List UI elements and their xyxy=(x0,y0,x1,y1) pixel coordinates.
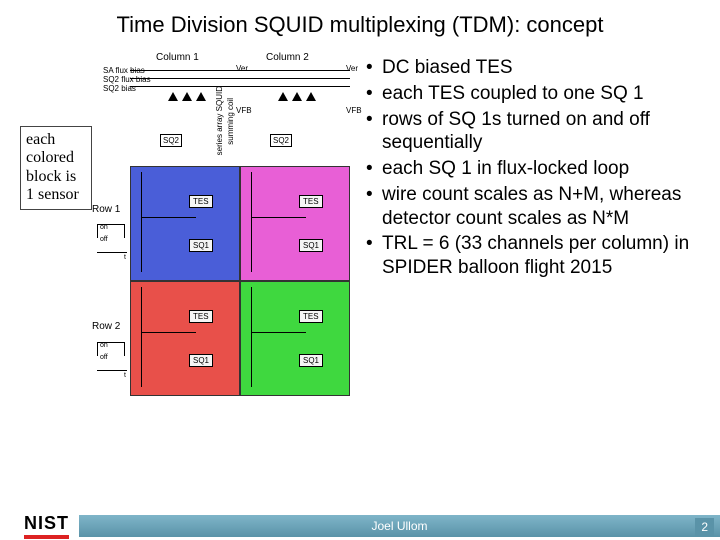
sq2-box-2: SQ2 xyxy=(270,134,292,147)
author-name: Joel Ullom xyxy=(372,519,428,533)
page-number: 2 xyxy=(695,518,714,536)
column-2-label: Column 2 xyxy=(266,52,309,63)
sq1-label: SQ1 xyxy=(299,239,323,252)
nist-logo: NIST xyxy=(24,513,69,539)
sensor-block-green: TES SQ1 xyxy=(240,281,350,396)
tes-label: TES xyxy=(189,310,213,323)
row-1-label: Row 1 xyxy=(92,204,120,215)
bullet-item: each SQ 1 in flux-locked loop xyxy=(366,157,690,181)
footer: NIST Joel Ullom 2 xyxy=(0,512,720,540)
vfb-label-2: VFB xyxy=(346,106,362,115)
bullet-item: TRL = 6 (33 channels per column) in SPID… xyxy=(366,232,690,280)
ver-label-1: Ver xyxy=(236,64,248,73)
annotation-box: each colored block is 1 sensor xyxy=(20,126,92,210)
vert-label-1: series array SQUID xyxy=(215,86,224,155)
sq1-label: SQ1 xyxy=(299,354,323,367)
tes-label: TES xyxy=(299,195,323,208)
bullet-list: DC biased TES each TES coupled to one SQ… xyxy=(360,56,690,426)
slide-title: Time Division SQUID multiplexing (TDM): … xyxy=(0,0,720,38)
tes-label: TES xyxy=(299,310,323,323)
bullet-item: DC biased TES xyxy=(366,56,690,80)
bullet-item: wire count scales as N+M, whereas detect… xyxy=(366,183,690,231)
sq1-label: SQ1 xyxy=(189,354,213,367)
footer-bar: Joel Ullom xyxy=(79,515,720,537)
column-1-label: Column 1 xyxy=(156,52,199,63)
row-1-timing: on off t xyxy=(94,218,130,273)
sq2-box-1: SQ2 xyxy=(160,134,182,147)
row-2-timing: on off t xyxy=(94,336,130,391)
content-area: each colored block is 1 sensor Column 1 … xyxy=(0,38,720,426)
vfb-label-1: VFB xyxy=(236,106,252,115)
bullet-item: rows of SQ 1s turned on and off sequenti… xyxy=(366,108,690,156)
sq1-label: SQ1 xyxy=(189,239,213,252)
row-2-label: Row 2 xyxy=(92,321,120,332)
sensor-block-red: TES SQ1 xyxy=(130,281,240,396)
vert-label-2: summing coil xyxy=(226,98,235,145)
tes-label: TES xyxy=(189,195,213,208)
sensor-block-blue: TES SQ1 xyxy=(130,166,240,281)
circuit-diagram: Column 1 Column 2 SA flux bias SQ2 flux … xyxy=(100,56,355,426)
bullet-item: each TES coupled to one SQ 1 xyxy=(366,82,690,106)
left-column: each colored block is 1 sensor Column 1 … xyxy=(20,56,360,426)
sensor-block-pink: TES SQ1 xyxy=(240,166,350,281)
ver-label-2: Ver xyxy=(346,64,358,73)
